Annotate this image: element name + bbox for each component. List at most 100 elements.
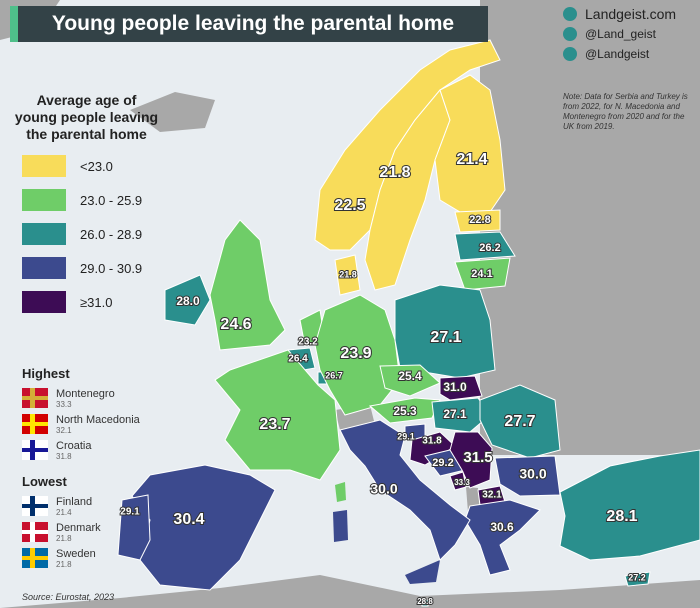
note: Note: Data for Serbia and Turkey is from… [563,92,688,131]
highest: Highest Montenegro 33.3 North Macedonia 32.… [22,366,172,463]
flag [22,496,48,516]
flag-detail [22,504,48,508]
value-label: 24.6 [220,316,251,333]
country [209,219,286,351]
country [421,599,429,607]
country [449,471,467,491]
land [130,92,215,132]
flag-text: Sweden 21.8 [56,548,96,569]
credit-text: @Landgeist [585,47,650,61]
flag-detail [22,396,48,400]
country [559,449,700,561]
value-label: 26.2 [479,242,500,254]
country-name: Denmark [56,521,101,534]
legend-title: Average age of young people leaving the … [14,92,159,142]
country-value: 31.8 [56,451,72,461]
value-label: 31.8 [422,436,442,447]
value-label: 23.2 [298,337,318,348]
credit: Landgeist.com [563,4,676,24]
value-label: 33.3 [454,478,470,487]
legend-item: 29.0 - 30.9 [14,257,159,279]
country [394,284,496,379]
value-label: 31.5 [463,449,492,466]
land [0,575,700,608]
legend-label: ≥31.0 [80,294,113,310]
section-title: Lowest [22,474,67,489]
island [335,482,346,502]
flag [22,548,48,568]
country [454,257,511,291]
flag-item: Finland 21.4 [22,493,172,519]
value-label: 29.2 [432,457,453,469]
value-label: 30.4 [173,511,204,528]
country-value: 33.3 [56,399,72,409]
value-label: 32.1 [482,490,502,501]
country [449,431,493,489]
legend-label: 29.0 - 30.9 [80,260,143,276]
country [454,209,501,233]
legend-label: 26.0 - 28.9 [80,226,143,242]
value-label: 23.7 [259,416,290,433]
source: Source: Eurostat, 2023 [22,592,115,602]
country-value: 21.4 [56,507,72,517]
value-label: 27.1 [443,407,467,421]
legend-swatch [22,291,66,313]
flag [22,388,48,408]
legend-swatch [22,223,66,245]
value-label: 22.8 [469,214,490,226]
country [334,254,361,296]
flag-detail [22,556,48,560]
land [480,0,700,455]
flag-item: Croatia 31.8 [22,437,172,463]
credits: Landgeist.com @Land_geist @Landgeist [563,4,676,64]
value-label: 25.4 [398,369,422,383]
flag-text: Finland 21.4 [56,496,92,517]
section-title: Highest [22,366,70,381]
island [405,560,440,584]
country-name: North Macedonia [56,413,140,426]
country [117,494,151,561]
legend-swatch [22,257,66,279]
value-label: 28.1 [606,508,637,525]
country [214,349,341,481]
flag-text: Croatia 31.8 [56,440,91,461]
value-label: 29.1 [397,431,415,441]
value-label: 26.4 [288,354,308,365]
value-label: 24.1 [471,268,492,280]
country-name: Sweden [56,547,96,560]
country-value: 21.8 [56,533,72,543]
lowest: Lowest Finland 21.4 Denmark 21.8 Sweden 21.8 [22,474,172,571]
value-label: 30.0 [370,481,397,497]
legend-item: 26.0 - 28.9 [14,223,159,245]
legend: Average age of young people leaving the … [14,92,159,313]
legend-label: 23.0 - 25.9 [80,192,143,208]
credit-text: @Land_geist [585,27,656,41]
flag-text: Denmark 21.8 [56,522,101,543]
country [464,499,541,576]
legend-swatch [22,189,66,211]
credit: @Landgeist [563,44,676,64]
value-label: 31.0 [443,380,467,394]
country-value: 21.8 [56,559,72,569]
legend-label: <23.0 [80,158,113,174]
island [333,510,348,542]
flag-text: North Macedonia 32.1 [56,414,140,435]
legend-item: <23.0 [14,155,159,177]
country [624,571,651,587]
icon [563,27,577,41]
flag [22,414,48,434]
country [439,375,483,401]
value-label: 26.7 [325,370,343,380]
flag-detail [22,422,48,426]
icon [563,47,577,61]
country [479,384,561,459]
country [494,455,561,497]
country [164,274,211,326]
flag-detail [22,530,48,534]
country [339,419,471,561]
flag-detail [22,448,48,452]
icon [563,7,577,21]
value-label: 27.1 [430,329,461,346]
country [379,364,441,397]
